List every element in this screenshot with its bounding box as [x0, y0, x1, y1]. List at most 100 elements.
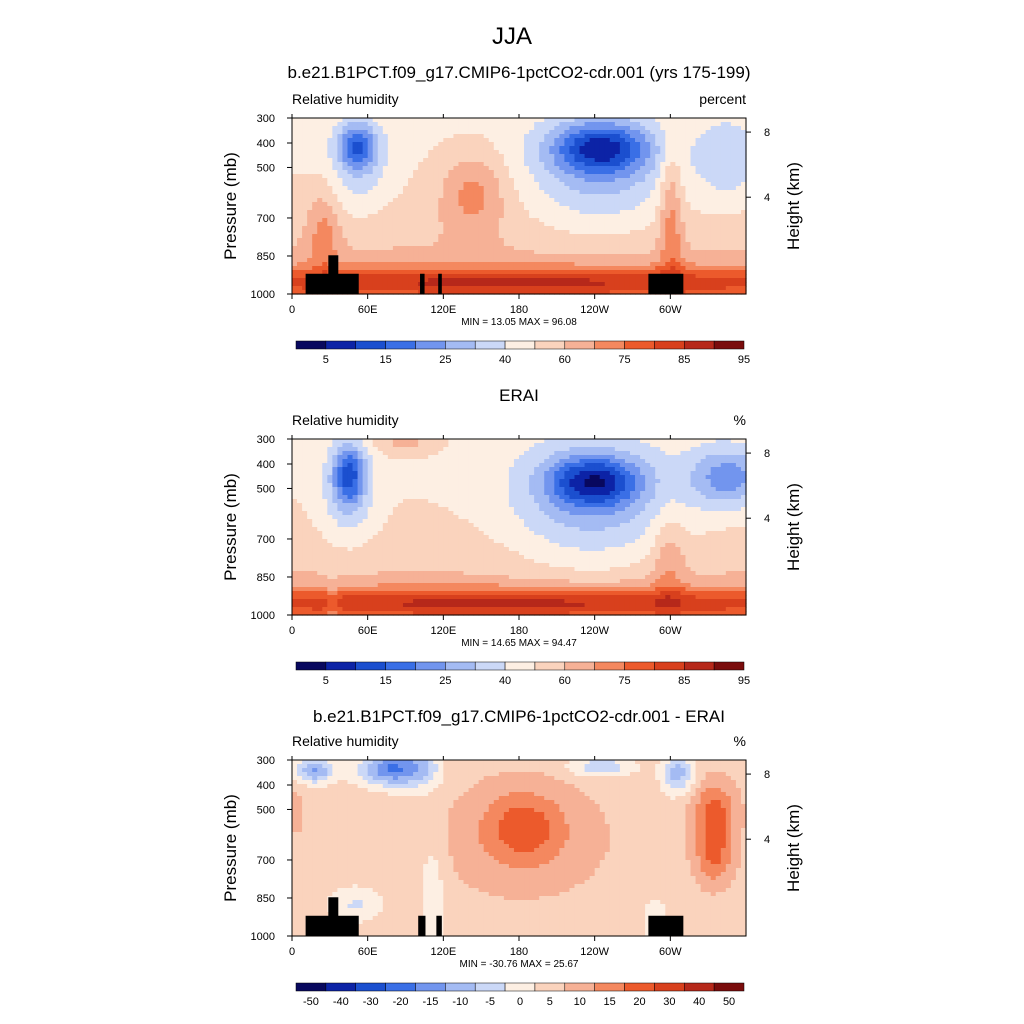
height-tick-label: 4 [764, 192, 770, 204]
colorbar-swatch [535, 983, 565, 991]
y-tick-label: 850 [257, 251, 275, 263]
y-tick-label: 300 [257, 113, 275, 125]
colorbar-swatch [595, 983, 625, 991]
colorbar-swatch [386, 983, 416, 991]
x-tick-label: 60W [659, 625, 682, 637]
colorbar-swatch [565, 662, 595, 670]
colorbar: 5 15 25 40 60 75 85 95 [296, 341, 750, 366]
y-tick-label: 400 [257, 138, 275, 150]
colorbar-swatch [445, 983, 475, 991]
surface-mask [648, 274, 683, 294]
colorbar-label: 15 [603, 996, 615, 1008]
colorbar-swatch [296, 341, 326, 349]
x-tick-label: 120W [580, 625, 609, 637]
colorbar-label: 5 [547, 996, 553, 1008]
colorbar-label: 40 [499, 675, 511, 687]
units-label: percent [699, 91, 746, 107]
colorbar-swatch [296, 662, 326, 670]
colorbar-swatch [714, 983, 744, 991]
colorbar-swatch [296, 983, 326, 991]
y-tick-label: 850 [257, 572, 275, 584]
colorbar-swatch [625, 662, 655, 670]
colorbar-swatch [505, 662, 535, 670]
min-max-label: MIN = 14.65 MAX = 94.47 [461, 638, 577, 649]
colorbar-label: 50 [723, 996, 735, 1008]
panel-title: ERAI [499, 386, 539, 405]
x-tick-label: 0 [289, 946, 295, 958]
colorbar-label: 5 [323, 354, 329, 366]
colorbar-swatch [415, 341, 445, 349]
x-tick-label: 180 [510, 625, 528, 637]
y-tick-label: 850 [257, 893, 275, 905]
variable-label: Relative humidity [292, 412, 399, 428]
surface-mask [436, 916, 441, 936]
y-axis-label: Pressure (mb) [221, 473, 240, 581]
surface-mask [328, 255, 338, 294]
contour-field [292, 439, 747, 616]
x-tick-label: 60W [659, 304, 682, 316]
colorbar-swatch [684, 662, 714, 670]
y-axis-label: Pressure (mb) [221, 794, 240, 902]
height-tick-label: 8 [764, 769, 770, 781]
colorbar-swatch [386, 341, 416, 349]
surface-mask [438, 274, 442, 294]
x-tick-label: 60W [659, 946, 682, 958]
colorbar-label: 95 [738, 675, 750, 687]
y-tick-label: 1000 [251, 931, 275, 943]
colorbar-label: -50 [303, 996, 319, 1008]
height-axis-label: Height (km) [784, 162, 803, 250]
colorbar-swatch [595, 662, 625, 670]
x-tick-label: 120E [430, 304, 456, 316]
colorbar-label: 20 [633, 996, 645, 1008]
y-tick-label: 500 [257, 162, 275, 174]
colorbar-swatch [625, 983, 655, 991]
min-max-label: MIN = -30.76 MAX = 25.67 [460, 959, 579, 970]
colorbar-swatch [415, 662, 445, 670]
colorbar-label: -10 [452, 996, 468, 1008]
colorbar-label: 15 [379, 354, 391, 366]
colorbar-swatch [326, 983, 356, 991]
colorbar-swatch [505, 341, 535, 349]
colorbar: -50 -40 -30 -20 -15 -10 -5 0 5 10 15 20 30 40 50 [296, 983, 744, 1008]
colorbar-swatch [386, 662, 416, 670]
colorbar: 5 15 25 40 60 75 85 95 [296, 662, 750, 687]
page-title: JJA [492, 23, 532, 50]
colorbar-swatch [654, 341, 684, 349]
colorbar-label: 60 [559, 354, 571, 366]
variable-label: Relative humidity [292, 733, 399, 749]
colorbar-label: 15 [379, 675, 391, 687]
x-tick-label: 120W [580, 304, 609, 316]
colorbar-swatch [326, 341, 356, 349]
x-tick-label: 180 [510, 946, 528, 958]
panel-1: b.e21.B1PCT.f09_g17.CMIP6-1pctCO2-cdr.00… [221, 63, 803, 366]
y-tick-label: 500 [257, 483, 275, 495]
colorbar-swatch [684, 341, 714, 349]
x-tick-label: 120E [430, 946, 456, 958]
colorbar-label: 75 [618, 675, 630, 687]
height-tick-label: 4 [764, 834, 770, 846]
contour-field [292, 760, 747, 937]
colorbar-swatch [356, 341, 386, 349]
x-tick-label: 180 [510, 304, 528, 316]
x-tick-label: 60E [358, 304, 378, 316]
units-label: % [734, 412, 746, 428]
colorbar-label: -5 [485, 996, 495, 1008]
colorbar-label: 85 [678, 675, 690, 687]
panel-title: b.e21.B1PCT.f09_g17.CMIP6-1pctCO2-cdr.00… [287, 63, 750, 82]
colorbar-swatch [326, 662, 356, 670]
colorbar-label: -40 [333, 996, 349, 1008]
colorbar-swatch [595, 341, 625, 349]
y-tick-label: 300 [257, 755, 275, 767]
colorbar-swatch [625, 341, 655, 349]
units-label: % [734, 733, 746, 749]
height-tick-label: 8 [764, 127, 770, 139]
colorbar-label: 60 [559, 675, 571, 687]
y-tick-label: 700 [257, 855, 275, 867]
y-tick-label: 1000 [251, 610, 275, 622]
colorbar-swatch [535, 341, 565, 349]
colorbar-label: 25 [439, 354, 451, 366]
colorbar-label: 75 [618, 354, 630, 366]
colorbar-label: 40 [693, 996, 705, 1008]
